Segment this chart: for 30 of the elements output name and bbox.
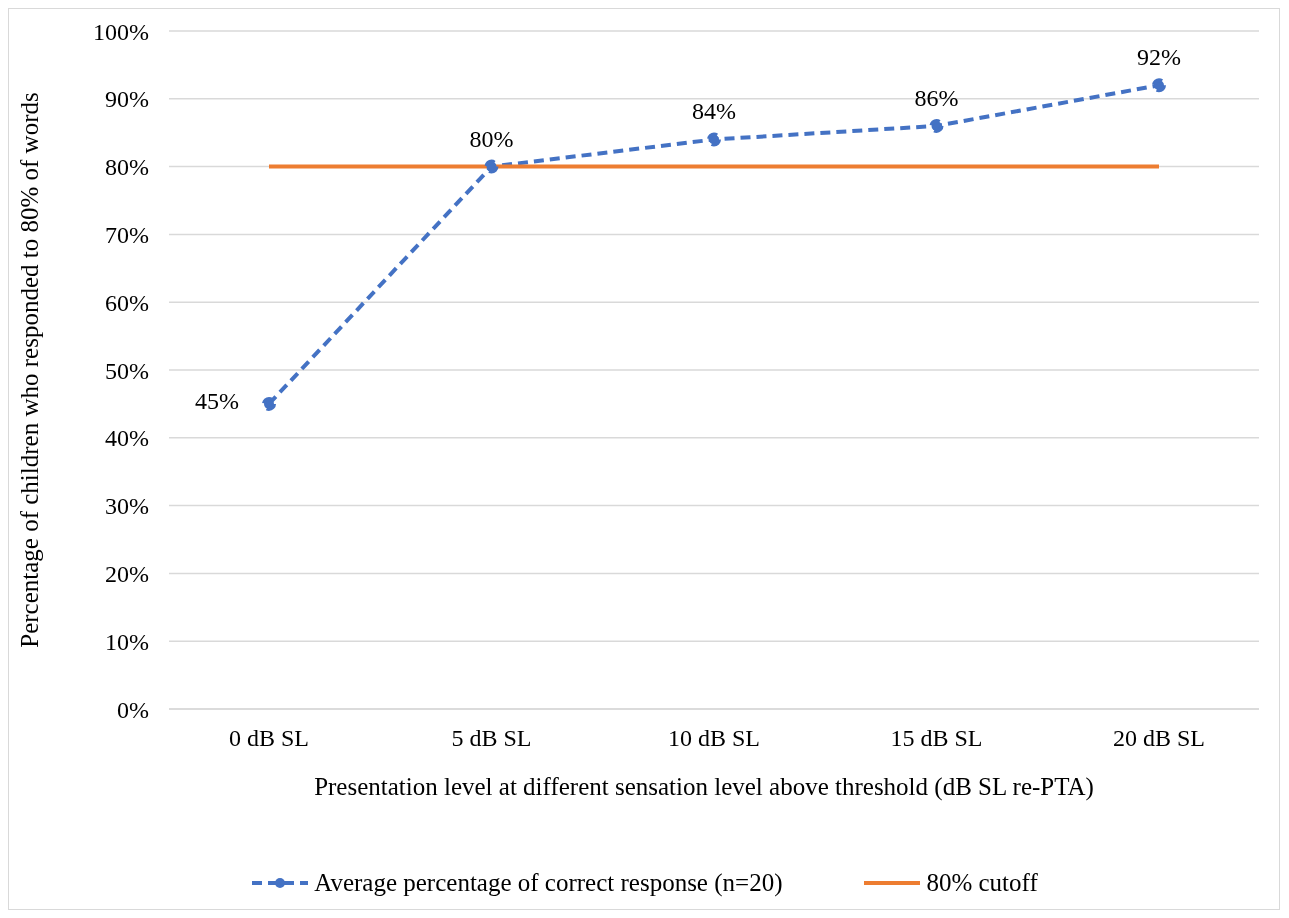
legend-label: Average percentage of correct response (n=20) [314,869,783,897]
y-tick-label: 80% [105,154,149,181]
y-tick-label: 40% [105,425,149,452]
data-label: 92% [1137,44,1181,71]
x-tick-label: 0 dB SL [228,725,310,752]
data-label: 80% [469,125,514,152]
x-tick-label: 15 dB SL [890,725,983,752]
x-axis-title: Presentation level at different sensation level above threshold (dB SL re-PTA) [313,773,1095,801]
y-tick-label: 10% [105,628,149,655]
data-label: 45% [195,388,239,415]
point [1152,78,1166,93]
x-tick-label: 20 dB SL [1112,725,1206,752]
y-tick-label: 50% [105,357,149,384]
x-tick-label: 5 dB SL [451,725,532,752]
legend-label: 80% cutoff [926,869,1038,897]
y-tick-label: 0% [117,696,149,723]
point [707,132,721,147]
data-label: 86% [914,84,959,111]
point [262,396,276,411]
y-tick-label: 60% [105,289,149,316]
point [929,118,944,133]
x-tick-label: 10 dB SL [667,725,761,752]
y-tick-label: 90% [105,86,149,113]
y-tick-label: 20% [105,560,149,587]
y-tick-label: 100% [93,18,149,45]
y-axis-title: Percentage of children who responded to 80% of words [15,92,43,648]
point [484,159,499,174]
y-tick-label: 70% [105,221,149,248]
y-tick-label: 30% [105,493,149,520]
data-label: 84% [692,98,736,125]
